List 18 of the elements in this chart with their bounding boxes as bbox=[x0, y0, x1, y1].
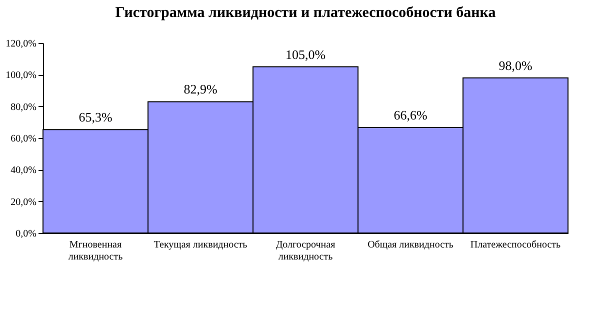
x-tick-label: Долгосрочная ликвидность bbox=[276, 240, 336, 262]
x-tick-label: Общая ликвидность bbox=[368, 240, 454, 250]
y-tick-label: 100,0% bbox=[6, 70, 36, 82]
y-tick-label: 0,0% bbox=[16, 228, 36, 240]
data-label: 66,6% bbox=[394, 108, 428, 123]
y-tick-label: 80,0% bbox=[10, 102, 36, 113]
data-label: 65,3% bbox=[78, 110, 112, 125]
chart-title: Гистограмма ликвидности и платежеспособности банка bbox=[115, 5, 496, 21]
y-tick-label: 20,0% bbox=[10, 196, 36, 208]
data-label: 105,0% bbox=[285, 46, 326, 62]
data-label: 98,0% bbox=[498, 58, 532, 73]
x-tick-label: Платежеспособность bbox=[470, 240, 562, 250]
x-tick-label: Мгновенная ликвидность bbox=[68, 240, 124, 262]
data-label: 82,9% bbox=[184, 82, 218, 97]
x-tick-label: Текущая ликвидность bbox=[154, 240, 248, 250]
y-tick-label: 120,0% bbox=[6, 38, 36, 50]
y-tick-label: 60,0% bbox=[10, 134, 36, 144]
y-tick-label: 40,0% bbox=[10, 165, 36, 176]
